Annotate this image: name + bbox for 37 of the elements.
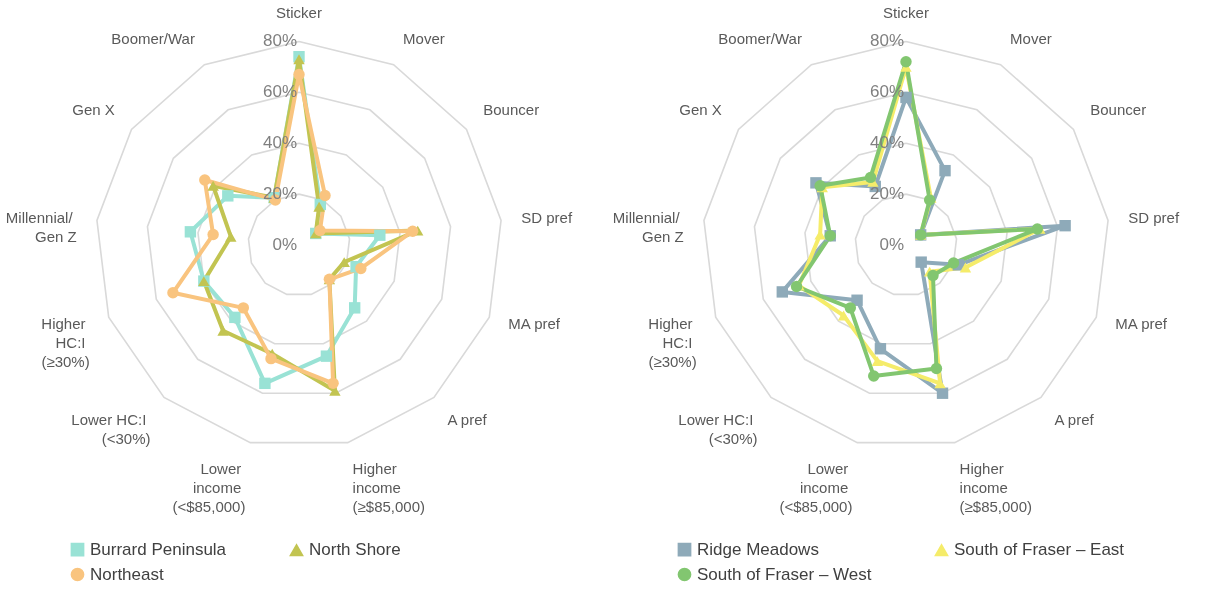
- spoke-label: Sticker: [883, 4, 929, 22]
- spoke-label: Lower HC:I (<30%): [678, 410, 758, 447]
- spoke-label: Boomer/War: [718, 29, 802, 47]
- spoke-label: Mover: [1010, 29, 1052, 47]
- spoke-label: Millennial/Gen Z: [612, 209, 684, 246]
- spoke-label: Higher HC:I (≥30%): [648, 315, 697, 371]
- y-tick-label: 0%: [879, 235, 904, 254]
- y-tick-label: 0%: [272, 235, 297, 254]
- spoke-label: Lower income (<$85,000): [779, 460, 853, 516]
- spoke-label: Boomer/War: [111, 29, 195, 47]
- legend-label: Burrard Peninsula: [90, 539, 227, 559]
- spoke-label: Higher income (≥$85,000): [959, 460, 1033, 516]
- spoke-label: Higher HC:I (≥30%): [41, 315, 90, 371]
- legend-label: South of Fraser – East: [954, 540, 1125, 560]
- y-tick-label: 80%: [262, 31, 297, 51]
- spoke-label: A pref: [447, 410, 488, 428]
- legend-label: North Shore: [309, 540, 401, 560]
- spoke-label: Bouncer: [483, 100, 540, 118]
- legend-label: Northeast: [90, 564, 164, 584]
- legend-label: South of Fraser – West: [697, 564, 872, 584]
- spoke-label: Mover: [403, 29, 445, 47]
- y-tick-label: 20%: [869, 184, 904, 204]
- spoke-label: Gen X: [72, 100, 115, 118]
- spoke-label: Millennial/Gen Z: [5, 209, 77, 246]
- y-tick-label: 80%: [869, 31, 904, 51]
- spoke-label: MA pref: [1115, 315, 1168, 333]
- spoke-label: SD pref: [521, 209, 573, 227]
- spoke-label: Lower income (<$85,000): [172, 460, 246, 516]
- spoke-label: A pref: [1054, 410, 1095, 428]
- spoke-label: SD pref: [1128, 209, 1180, 227]
- spoke-label: Sticker: [276, 4, 322, 22]
- spoke-label: Bouncer: [1090, 100, 1147, 118]
- spoke-label: MA pref: [508, 315, 561, 333]
- spoke-label: Gen X: [679, 100, 722, 118]
- legend-label: Ridge Meadows: [697, 539, 819, 559]
- spoke-label: Higher income (≥$85,000): [352, 460, 426, 516]
- spoke-label: Lower HC:I (<30%): [71, 410, 151, 447]
